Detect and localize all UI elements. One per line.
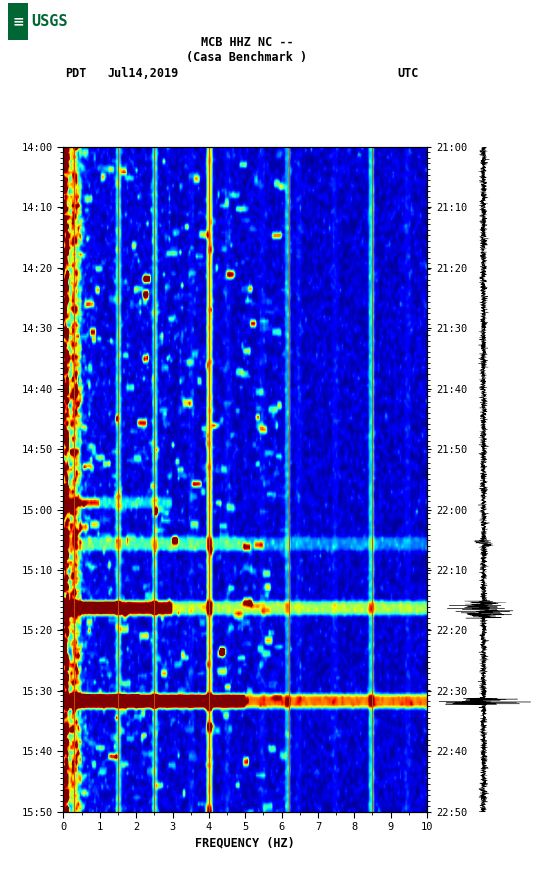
Text: UTC: UTC [397,67,419,79]
Text: USGS: USGS [31,14,68,29]
Text: (Casa Benchmark ): (Casa Benchmark ) [187,52,307,64]
X-axis label: FREQUENCY (HZ): FREQUENCY (HZ) [195,837,295,849]
Text: Jul14,2019: Jul14,2019 [108,67,179,79]
Text: PDT: PDT [65,67,87,79]
Text: MCB HHZ NC --: MCB HHZ NC -- [201,37,293,49]
Bar [8,3,28,40]
Text: ≡: ≡ [12,14,24,29]
